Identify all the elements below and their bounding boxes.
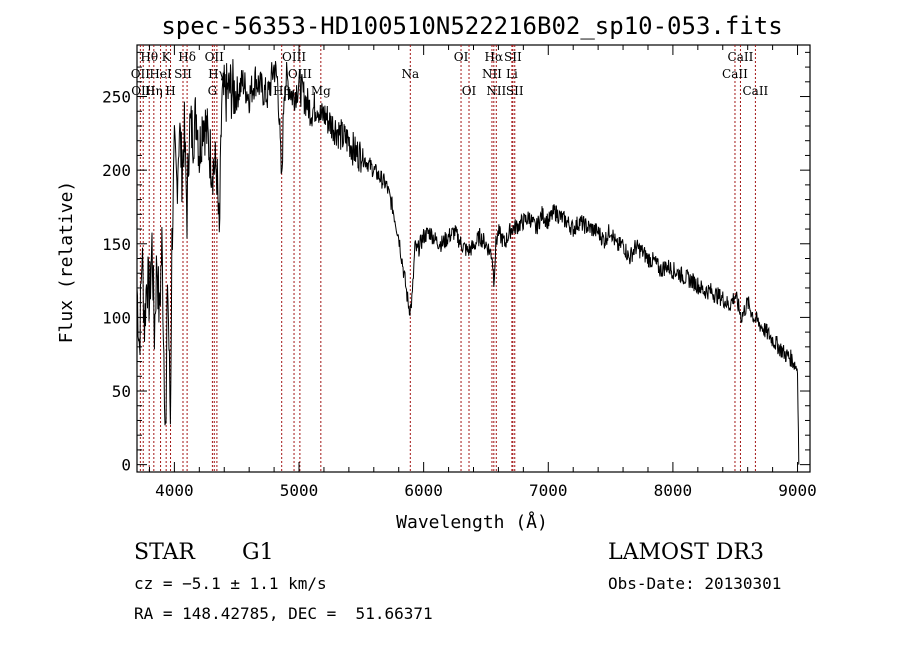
- line-label-2: OIII: [131, 84, 155, 98]
- line-label-18: OI: [462, 84, 477, 98]
- y-tick-label-3: 150: [102, 235, 131, 254]
- line-label-7: H: [165, 84, 175, 98]
- line-label-1: OII: [131, 67, 151, 81]
- y-tick-label-0: 0: [121, 456, 131, 475]
- x-axis-label: Wavelength (Å): [396, 511, 548, 533]
- line-label-8: Hδ: [178, 50, 196, 64]
- spectrum-series-line: [136, 59, 800, 465]
- line-label-22: SII: [504, 50, 522, 64]
- line-label-25: CaII: [728, 50, 754, 64]
- line-label-11: G: [208, 84, 218, 98]
- line-label-4: HeI: [149, 67, 172, 81]
- line-label-3: Hη: [145, 84, 163, 98]
- x-tick-label-5: 9000: [778, 481, 817, 500]
- line-label-10: Hγ: [208, 67, 226, 81]
- line-label-21: NII: [486, 84, 506, 98]
- redshift-cz: cz = −5.1 ± 1.1 km/s: [134, 574, 327, 593]
- line-label-0: Hθ: [140, 50, 158, 64]
- line-label-19: Hα: [485, 50, 504, 64]
- survey-name: LAMOST DR3: [608, 540, 764, 565]
- line-label-6: SII: [174, 67, 192, 81]
- x-tick-label-0: 4000: [155, 481, 194, 500]
- line-label-26: CaII: [722, 67, 748, 81]
- subclass: G1: [242, 540, 274, 565]
- line-label-23: Li: [506, 67, 518, 81]
- x-axis-ticks: 4000 5000 6000 7000 8000 9000: [148, 45, 817, 500]
- line-label-16: Na: [401, 67, 419, 81]
- plot-frame: [136, 44, 811, 473]
- y-axis-label: Flux (relative): [56, 181, 77, 344]
- coordinates: RA = 148.42785, DEC = 51.66371: [134, 604, 433, 623]
- line-label-24: SII: [506, 84, 524, 98]
- line-label-12: OIII: [282, 50, 306, 64]
- y-tick-label-5: 250: [102, 88, 131, 107]
- x-tick-label-2: 6000: [404, 481, 443, 500]
- y-tick-label-2: 100: [102, 308, 131, 327]
- x-tick-label-4: 8000: [654, 481, 693, 500]
- object-type: STAR: [134, 540, 195, 565]
- chart-title: spec-56353-HD100510N522216B02_sp10-053.f…: [161, 12, 782, 40]
- emission-line-markers: [139, 45, 756, 472]
- y-tick-label-4: 200: [102, 161, 131, 180]
- x-tick-label-1: 5000: [280, 481, 319, 500]
- obs-date: Obs-Date: 20130301: [608, 574, 782, 593]
- y-axis-ticks: 0 50 100 150 200 250: [102, 51, 810, 475]
- line-label-27: CaII: [742, 84, 768, 98]
- line-label-5: K: [162, 50, 172, 64]
- line-label-15: Mg: [311, 84, 331, 98]
- y-tick-label-1: 50: [112, 382, 131, 401]
- x-tick-label-3: 7000: [529, 481, 568, 500]
- line-label-9: OII: [205, 50, 225, 64]
- line-label-17: OI: [454, 50, 469, 64]
- line-label-20: NII: [482, 67, 502, 81]
